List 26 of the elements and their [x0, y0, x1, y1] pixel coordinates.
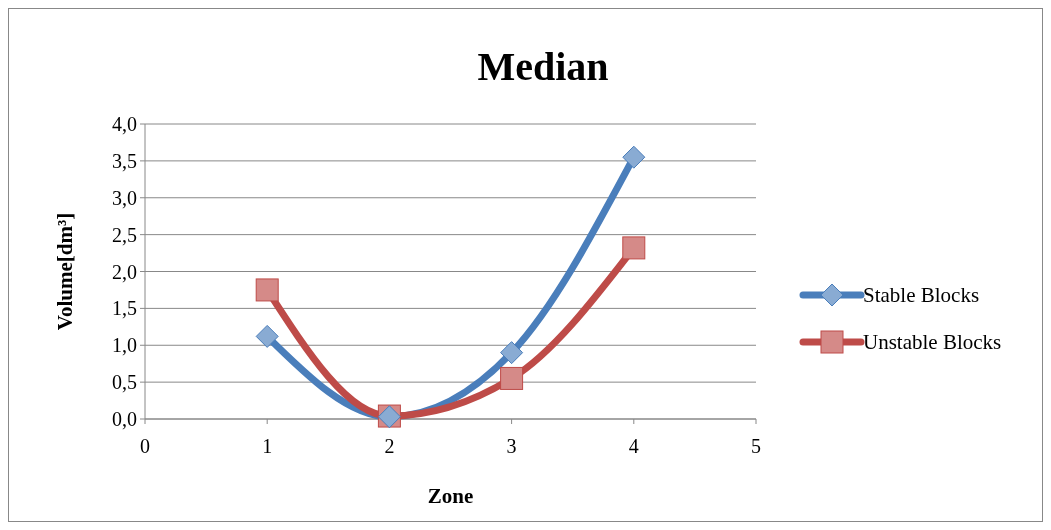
point: [255, 278, 279, 302]
x-tick-label: 5: [751, 435, 761, 457]
x-tick-label: 0: [140, 435, 150, 457]
y-tick-label: 2,0: [112, 260, 137, 283]
y-tick-label: 1,0: [112, 334, 137, 357]
point: [622, 236, 646, 260]
y-tick-label: 3,0: [112, 186, 137, 209]
point: [622, 145, 646, 169]
x-tick-label: 3: [506, 435, 517, 457]
point: [500, 366, 524, 390]
y-tick-label: 2,5: [112, 223, 137, 246]
y-tick-label: 0,5: [112, 371, 137, 394]
chart-title: Median: [477, 44, 609, 89]
point: [255, 324, 279, 348]
x-axis-title: Zone: [427, 484, 474, 508]
y-tick-label: 1,5: [112, 297, 137, 320]
x-tick-label: 2: [384, 435, 395, 457]
y-tick-label: 3,5: [112, 149, 137, 172]
x-tick-label: 4: [628, 435, 639, 457]
y-tick-label: 4,0: [112, 113, 137, 135]
point: [500, 341, 524, 365]
legend-label: Unstable Blocks: [863, 330, 1002, 355]
x-tick-label: 1: [262, 435, 273, 457]
y-axis-title: Volume[dm³]: [53, 212, 77, 331]
y-tick-label: 0,0: [112, 408, 137, 430]
legend-label: Stable Blocks: [863, 283, 980, 308]
